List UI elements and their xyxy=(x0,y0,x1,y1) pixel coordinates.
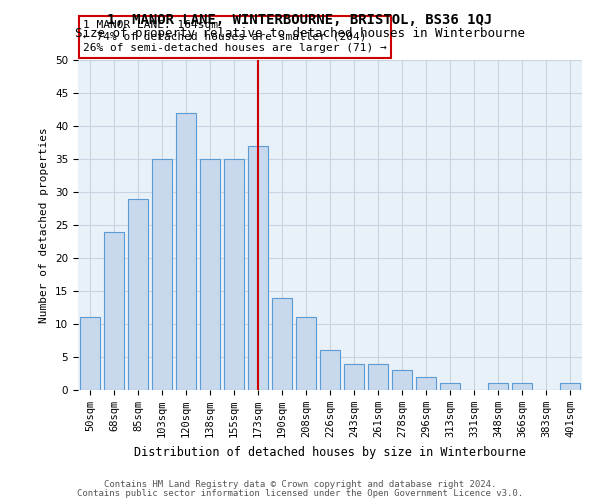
Bar xyxy=(296,318,316,390)
Bar xyxy=(368,364,388,390)
Bar xyxy=(560,384,580,390)
Bar xyxy=(488,384,508,390)
Y-axis label: Number of detached properties: Number of detached properties xyxy=(40,127,49,323)
Bar xyxy=(512,384,532,390)
Text: 1 MANOR LANE: 164sqm
← 74% of detached houses are smaller (204)
26% of semi-deta: 1 MANOR LANE: 164sqm ← 74% of detached h… xyxy=(83,20,387,54)
Text: Contains HM Land Registry data © Crown copyright and database right 2024.: Contains HM Land Registry data © Crown c… xyxy=(104,480,496,489)
Bar xyxy=(248,146,268,390)
Bar xyxy=(344,364,364,390)
Bar xyxy=(128,198,148,390)
Bar xyxy=(152,159,172,390)
X-axis label: Distribution of detached houses by size in Winterbourne: Distribution of detached houses by size … xyxy=(134,446,526,458)
Bar xyxy=(392,370,412,390)
Bar xyxy=(176,113,196,390)
Bar xyxy=(272,298,292,390)
Text: Size of property relative to detached houses in Winterbourne: Size of property relative to detached ho… xyxy=(75,28,525,40)
Bar xyxy=(104,232,124,390)
Bar xyxy=(416,377,436,390)
Bar xyxy=(224,159,244,390)
Text: Contains public sector information licensed under the Open Government Licence v3: Contains public sector information licen… xyxy=(77,488,523,498)
Bar xyxy=(80,318,100,390)
Bar xyxy=(200,159,220,390)
Text: 1, MANOR LANE, WINTERBOURNE, BRISTOL, BS36 1QJ: 1, MANOR LANE, WINTERBOURNE, BRISTOL, BS… xyxy=(107,12,493,26)
Bar xyxy=(320,350,340,390)
Bar xyxy=(440,384,460,390)
